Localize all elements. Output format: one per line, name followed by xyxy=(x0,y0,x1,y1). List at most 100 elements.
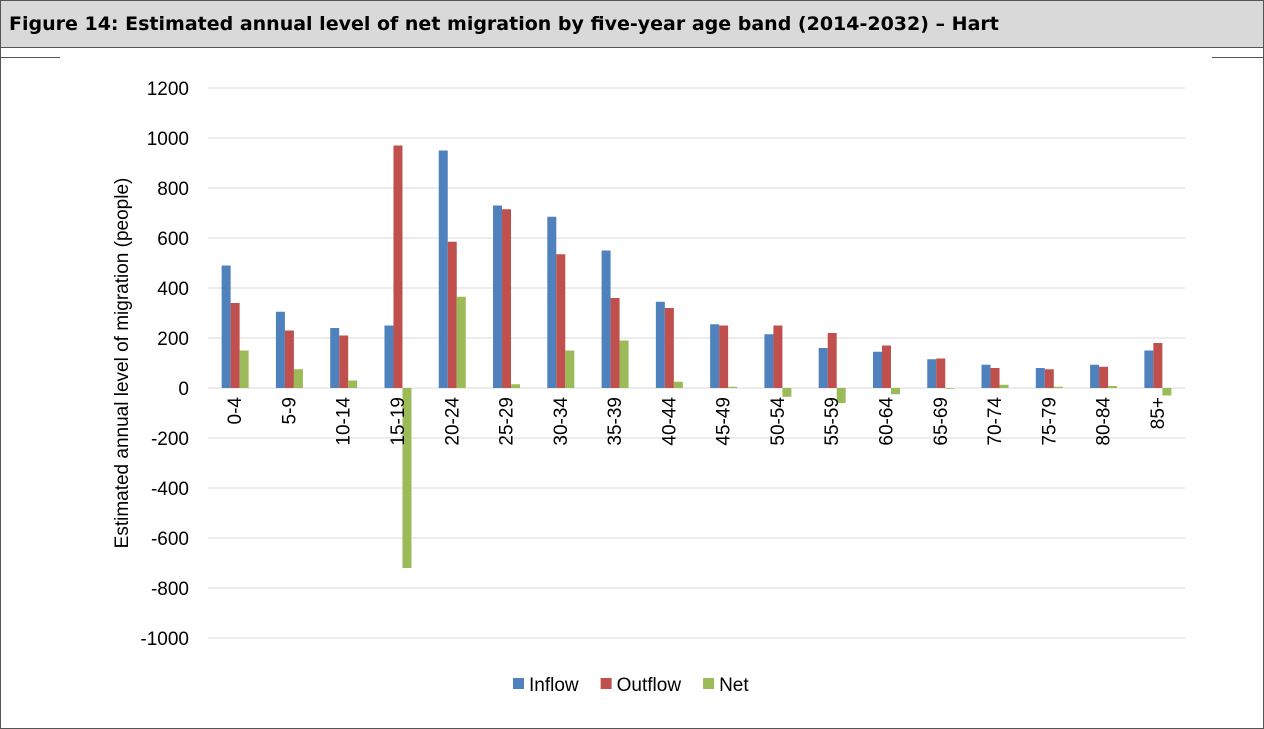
x-tick-label: 75-79 xyxy=(1039,397,1060,446)
x-tick-label: 40-44 xyxy=(659,397,680,446)
bar-outflow xyxy=(610,298,620,388)
x-tick-label: 25-29 xyxy=(497,397,518,446)
x-tick-label: 20-24 xyxy=(442,397,463,446)
y-tick-label: 800 xyxy=(157,179,189,200)
bar-outflow xyxy=(990,368,1000,388)
x-tick-label: 70-74 xyxy=(985,397,1006,446)
x-axis-ticks: 0-4 5-9 10-14 15-19 20-24 25-29 30-34 35-39 40-4… xyxy=(225,397,1169,446)
bar-net xyxy=(1053,386,1063,388)
bar-outflow xyxy=(773,325,783,388)
y-tick-label: 1000 xyxy=(147,129,189,150)
bar-outflow xyxy=(1153,343,1163,388)
x-tick-label: 50-54 xyxy=(768,397,789,446)
y-tick-label: -600 xyxy=(151,529,189,550)
bar-outflow xyxy=(827,333,837,388)
y-tick-label: 600 xyxy=(157,229,189,250)
x-tick-label: 85+ xyxy=(1148,397,1169,429)
bar-outflow xyxy=(284,330,294,388)
legend-label-outflow: Outflow xyxy=(617,675,682,696)
bar-outflow xyxy=(502,209,512,388)
bars xyxy=(221,145,1172,568)
bar-outflow xyxy=(1099,366,1109,388)
x-tick-label: 80-84 xyxy=(1094,397,1115,446)
x-tick-label: 60-64 xyxy=(876,397,897,446)
bar-net xyxy=(239,350,249,388)
bar-outflow xyxy=(719,325,729,388)
bar-outflow xyxy=(881,345,891,388)
x-tick-label: 45-49 xyxy=(714,397,735,446)
bar-inflow xyxy=(818,348,828,388)
legend-swatch-net xyxy=(703,678,715,689)
bar-outflow xyxy=(447,241,457,388)
bar-net xyxy=(456,296,466,388)
y-tick-label: 0 xyxy=(178,379,189,400)
bar-net xyxy=(890,388,900,395)
x-tick-label: 65-69 xyxy=(931,397,952,446)
bar-net xyxy=(1108,386,1118,388)
x-tick-label: 55-59 xyxy=(822,397,843,446)
bar-inflow xyxy=(927,359,937,388)
bar-inflow xyxy=(275,311,285,388)
bar-net xyxy=(782,388,792,397)
y-tick-label: 200 xyxy=(157,329,189,350)
y-axis-label: Estimated annual level of migration (peo… xyxy=(112,178,133,549)
gridlines xyxy=(208,87,1185,639)
y-tick-label: -400 xyxy=(151,479,189,500)
bar-inflow xyxy=(655,301,665,388)
x-tick-label: 35-39 xyxy=(605,397,626,446)
bar-net xyxy=(348,380,358,388)
bar-inflow xyxy=(710,324,720,388)
bar-net xyxy=(999,384,1009,388)
bar-inflow xyxy=(601,250,611,388)
bar-inflow xyxy=(1090,364,1100,388)
bar-inflow xyxy=(438,150,448,388)
bar-net xyxy=(619,340,629,388)
bar-net xyxy=(402,388,412,568)
bar-outflow xyxy=(936,358,946,388)
bar-inflow xyxy=(493,205,503,388)
x-tick-label: 15-19 xyxy=(388,397,409,446)
divider-right xyxy=(1212,57,1264,58)
y-axis-ticks: 1200 1000 800 600 400 200 0 -200 -400 -600 -800 -10… xyxy=(140,79,189,650)
figure-title-bar: Figure 14: Estimated annual level of net… xyxy=(1,1,1263,48)
bar-inflow xyxy=(330,328,340,388)
bar-outflow xyxy=(1044,369,1054,388)
y-tick-label: -1000 xyxy=(140,629,189,650)
legend-label-inflow: Inflow xyxy=(529,675,579,696)
bar-net xyxy=(836,388,846,403)
x-tick-label: 10-14 xyxy=(334,397,355,446)
y-tick-label: -200 xyxy=(151,429,189,450)
bar-net xyxy=(1162,388,1172,396)
divider-left xyxy=(0,57,60,58)
legend: Inflow Outflow Net xyxy=(513,675,749,696)
x-tick-label: 30-34 xyxy=(551,397,572,446)
bar-inflow xyxy=(384,325,394,388)
bar-outflow xyxy=(339,335,349,388)
legend-swatch-inflow xyxy=(513,678,524,689)
bar-inflow xyxy=(981,364,991,388)
y-tick-label: -800 xyxy=(151,579,189,600)
bar-outflow xyxy=(393,145,403,388)
bar-net xyxy=(673,381,683,388)
bar-inflow xyxy=(1144,350,1154,388)
bar-inflow xyxy=(764,334,774,388)
y-tick-label: 1200 xyxy=(147,79,189,100)
bar-net xyxy=(293,369,303,388)
legend-swatch-outflow xyxy=(600,678,612,689)
bar-net xyxy=(728,386,738,388)
legend-label-net: Net xyxy=(719,675,749,696)
x-tick-label: 5-9 xyxy=(279,397,300,424)
bar-outflow xyxy=(556,254,566,388)
bar-net xyxy=(945,388,955,389)
bar-outflow xyxy=(230,303,240,388)
figure-title: Figure 14: Estimated annual level of net… xyxy=(9,13,999,35)
bar-inflow xyxy=(547,216,557,388)
x-tick-label: 0-4 xyxy=(225,397,246,425)
bar-inflow xyxy=(1035,368,1045,388)
bar-outflow xyxy=(664,308,674,388)
bar-inflow xyxy=(221,265,231,388)
bar-net xyxy=(565,350,575,388)
y-tick-label: 400 xyxy=(157,279,189,300)
